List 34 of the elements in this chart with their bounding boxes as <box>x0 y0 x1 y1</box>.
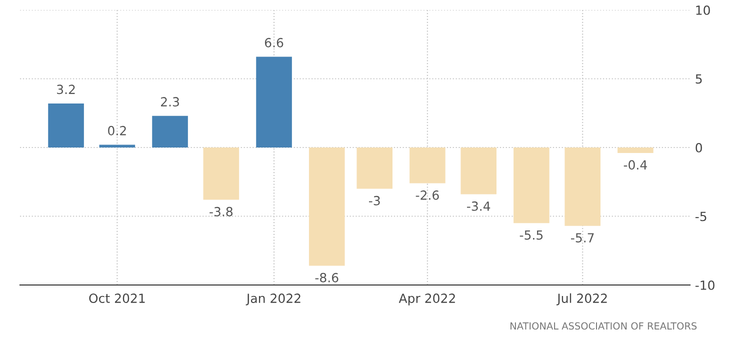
bar <box>48 104 84 148</box>
bar <box>514 148 550 224</box>
bar <box>356 148 393 189</box>
text: NATIONAL ASSOCIATION OF REALTORS <box>510 322 697 330</box>
y-tick-label: 10 <box>696 5 710 15</box>
data-label: -0.4 <box>624 160 647 170</box>
bar <box>203 148 240 200</box>
data-label: 6.6 <box>264 38 284 48</box>
data-label: 3.2 <box>57 84 75 94</box>
y-tick-label: -5 <box>695 212 706 222</box>
bar <box>99 144 136 148</box>
y-tick-label: 0 <box>696 142 702 152</box>
data-label: -8.6 <box>315 272 338 282</box>
data-label: -5.7 <box>571 233 594 242</box>
y-tick-label: 5 <box>696 74 702 84</box>
bar <box>460 148 496 194</box>
data-label: -3.8 <box>210 206 233 216</box>
bar <box>256 56 292 148</box>
x-tick-label: Jan 2022 <box>246 294 300 306</box>
x-tick-label: Oct 2021 <box>89 294 145 304</box>
bar <box>308 148 345 266</box>
x-tick-label: Apr 2022 <box>398 294 455 306</box>
data-label: -5.5 <box>520 230 543 240</box>
bar <box>410 148 446 184</box>
data-label: -2.6 <box>416 190 439 200</box>
bar <box>618 148 654 153</box>
data-label: -3.4 <box>467 201 490 211</box>
data-label: 2.3 <box>161 97 179 107</box>
y-tick-label: -10 <box>695 280 714 290</box>
data-label: -3 <box>368 196 380 206</box>
bar <box>564 148 600 226</box>
x-tick-label: Jul 2022 <box>556 293 607 306</box>
bar <box>152 116 188 148</box>
data-label: 0.2 <box>108 126 126 136</box>
